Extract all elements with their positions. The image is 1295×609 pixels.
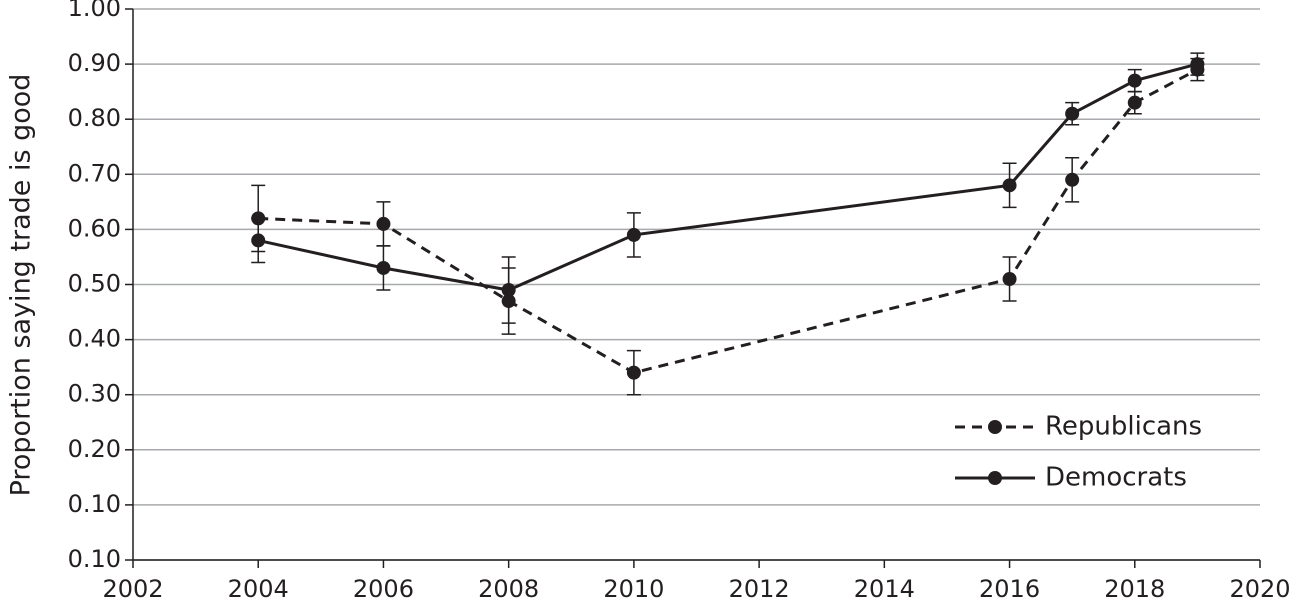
x-tick-label: 2020	[1229, 575, 1290, 603]
x-tick-label: 2004	[228, 575, 289, 603]
y-tick-label: 1.00	[68, 0, 121, 22]
x-tick-label: 2018	[1104, 575, 1165, 603]
data-point	[501, 283, 516, 298]
data-point	[1002, 271, 1017, 286]
data-point	[1002, 178, 1017, 193]
x-tick-label: 2010	[603, 575, 664, 603]
y-tick-label: 0.90	[68, 49, 121, 77]
legend-marker	[988, 420, 1002, 434]
x-tick-label: 2014	[854, 575, 915, 603]
series-line	[257, 62, 1198, 292]
data-point	[1065, 106, 1080, 121]
data-point	[626, 365, 641, 380]
x-tick-label: 2016	[979, 575, 1040, 603]
y-tick-label: 0.60	[68, 214, 121, 242]
y-tick-label: 0.30	[68, 380, 121, 408]
x-tick-label: 2006	[353, 575, 414, 603]
data-point	[626, 227, 641, 242]
data-point	[1065, 172, 1080, 187]
data-point	[1127, 73, 1142, 88]
x-tick-label: 2012	[729, 575, 790, 603]
y-tick-label: 0.50	[68, 270, 121, 298]
y-tick-label: 0.80	[68, 104, 121, 132]
data-point	[1127, 95, 1142, 110]
data-point	[251, 233, 266, 248]
y-tick-label: 0.20	[68, 435, 121, 463]
legend-label: Republicans	[1045, 412, 1202, 442]
y-axis-label: Proportion saying trade is good	[6, 74, 37, 497]
y-tick-label: 0.10	[68, 545, 121, 573]
data-point	[376, 260, 391, 275]
legend-marker	[988, 471, 1002, 485]
series-line	[258, 68, 1199, 375]
x-tick-label: 2002	[102, 575, 163, 603]
legend-label: Democrats	[1045, 463, 1187, 493]
data-point	[1190, 57, 1205, 72]
y-tick-label: 0.70	[68, 159, 121, 187]
data-point	[376, 216, 391, 231]
x-tick-label: 2008	[478, 575, 539, 603]
y-tick-label: 0.40	[68, 325, 121, 353]
y-tick-label: 0.10	[68, 490, 121, 518]
